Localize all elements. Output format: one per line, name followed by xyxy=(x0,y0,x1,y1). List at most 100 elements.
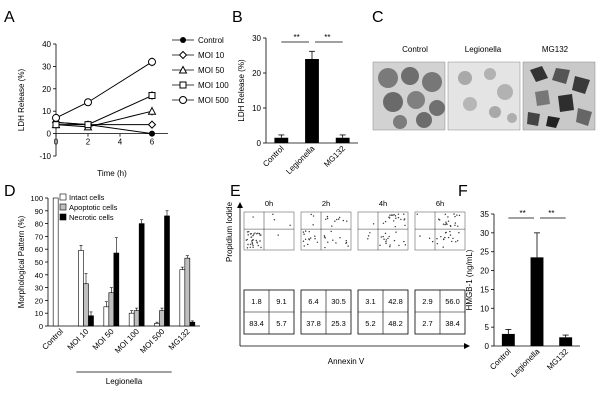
a-point xyxy=(52,113,60,122)
e-event-dot xyxy=(400,218,402,221)
b-y-tick-label: 20 xyxy=(252,69,261,78)
e-event-dot xyxy=(252,244,254,246)
e-event-dot xyxy=(249,246,251,248)
e-quadrant-lr: 48.2 xyxy=(388,319,403,328)
a-series-line xyxy=(56,95,153,126)
f-bar xyxy=(501,333,515,346)
e-event-dot xyxy=(458,231,460,234)
e-event-dot xyxy=(252,216,254,218)
f-y-tick-label: 0 xyxy=(485,342,490,351)
e-event-dot xyxy=(451,240,453,243)
e-event-dot xyxy=(249,243,252,246)
e-event-dot xyxy=(438,218,440,220)
d-y-tick-label: 70 xyxy=(35,232,43,241)
e-event-dot xyxy=(449,224,452,227)
f-y-tick-label: 10 xyxy=(480,304,489,313)
a-point xyxy=(52,121,60,129)
e-quadrant-ur: 30.5 xyxy=(331,297,346,306)
d-bar xyxy=(189,321,196,327)
e-event-dot xyxy=(383,238,385,240)
b-bar xyxy=(305,59,319,143)
e-event-dot xyxy=(404,244,407,246)
d-legend-swatch xyxy=(59,213,67,221)
e-quadrant-ul: 6.4 xyxy=(308,297,318,306)
d-bar xyxy=(108,292,115,327)
f-y-tick-label: 15 xyxy=(480,285,489,294)
f-y-tick-label: 5 xyxy=(485,323,490,332)
e-event-dot xyxy=(385,242,387,245)
d-legend-swatch xyxy=(59,193,67,201)
e-event-dot xyxy=(389,244,391,246)
a-x-axis-label: Time (h) xyxy=(97,169,127,178)
d-bar xyxy=(133,310,140,327)
e-event-dot xyxy=(325,218,327,221)
d-bar xyxy=(154,323,160,327)
b-y-tick-label: 0 xyxy=(257,139,262,148)
e-event-dot xyxy=(389,245,391,248)
e-event-dot xyxy=(416,213,418,216)
e-event-dot xyxy=(253,233,255,235)
f-y-tick-label: 25 xyxy=(480,248,489,257)
e-event-dot xyxy=(431,240,434,243)
e-quadrant-ll: 37.8 xyxy=(306,319,321,328)
e-event-dot xyxy=(303,245,305,247)
e-y-arrowhead xyxy=(237,202,243,208)
d-y-axis-label: Morphological Pattern (%) xyxy=(17,215,26,308)
e-event-dot xyxy=(332,239,334,241)
e-event-dot xyxy=(442,246,444,248)
d-bar xyxy=(88,315,94,327)
d-y-tick-label: 60 xyxy=(35,245,43,254)
e-event-dot xyxy=(380,236,383,238)
e-event-dot xyxy=(250,236,252,238)
e-event-dot xyxy=(310,213,312,216)
d-bar xyxy=(164,215,170,327)
e-event-dot xyxy=(345,242,347,244)
d-x-tick-label: MG132 xyxy=(167,327,192,352)
a-x-tick-label: 4 xyxy=(118,138,123,147)
f-significance-mark: ** xyxy=(548,209,554,218)
e-event-dot xyxy=(314,238,316,240)
e-event-dot xyxy=(428,237,431,240)
e-event-dot xyxy=(372,223,375,225)
a-legend-marker xyxy=(178,65,188,74)
e-event-dot xyxy=(304,230,307,232)
e-event-dot xyxy=(404,224,406,227)
e-event-dot xyxy=(302,231,305,233)
e-event-dot xyxy=(369,232,371,234)
e-event-dot xyxy=(385,239,388,241)
e-scatter-plot xyxy=(300,211,352,251)
d-legend-swatch xyxy=(59,203,67,211)
e-event-dot xyxy=(403,240,405,243)
e-event-dot xyxy=(251,240,253,242)
d-legend-label: Intact cells xyxy=(69,193,105,202)
a-y-tick-label: 40 xyxy=(42,40,51,49)
e-event-dot xyxy=(257,244,259,247)
d-bar xyxy=(52,197,59,327)
e-quadrant-ur: 9.1 xyxy=(276,297,286,306)
e-event-dot xyxy=(258,232,261,235)
e-event-dot xyxy=(256,242,259,244)
e-quadrant-lr: 25.3 xyxy=(331,319,346,328)
e-event-dot xyxy=(456,214,458,216)
a-legend-marker xyxy=(179,81,187,89)
a-legend-marker xyxy=(180,37,186,43)
e-event-dot xyxy=(250,232,252,235)
e-quadrant-ll: 83.4 xyxy=(249,319,264,328)
d-y-tick-label: 40 xyxy=(35,271,43,280)
e-event-dot xyxy=(257,232,259,235)
e-timepoint-label: 0h xyxy=(265,199,273,208)
d-bar xyxy=(103,306,110,327)
e-event-dot xyxy=(444,224,446,226)
e-event-dot xyxy=(273,219,276,221)
b-x-tick-label: Legionella xyxy=(284,144,317,177)
d-bar xyxy=(128,312,135,327)
e-event-dot xyxy=(444,236,446,239)
e-event-dot xyxy=(436,238,438,240)
e-event-dot xyxy=(336,218,338,221)
e-event-dot xyxy=(324,246,326,249)
e-event-dot xyxy=(247,231,250,233)
e-event-dot xyxy=(289,224,291,226)
e-event-dot xyxy=(382,235,384,238)
e-event-dot xyxy=(394,215,397,217)
